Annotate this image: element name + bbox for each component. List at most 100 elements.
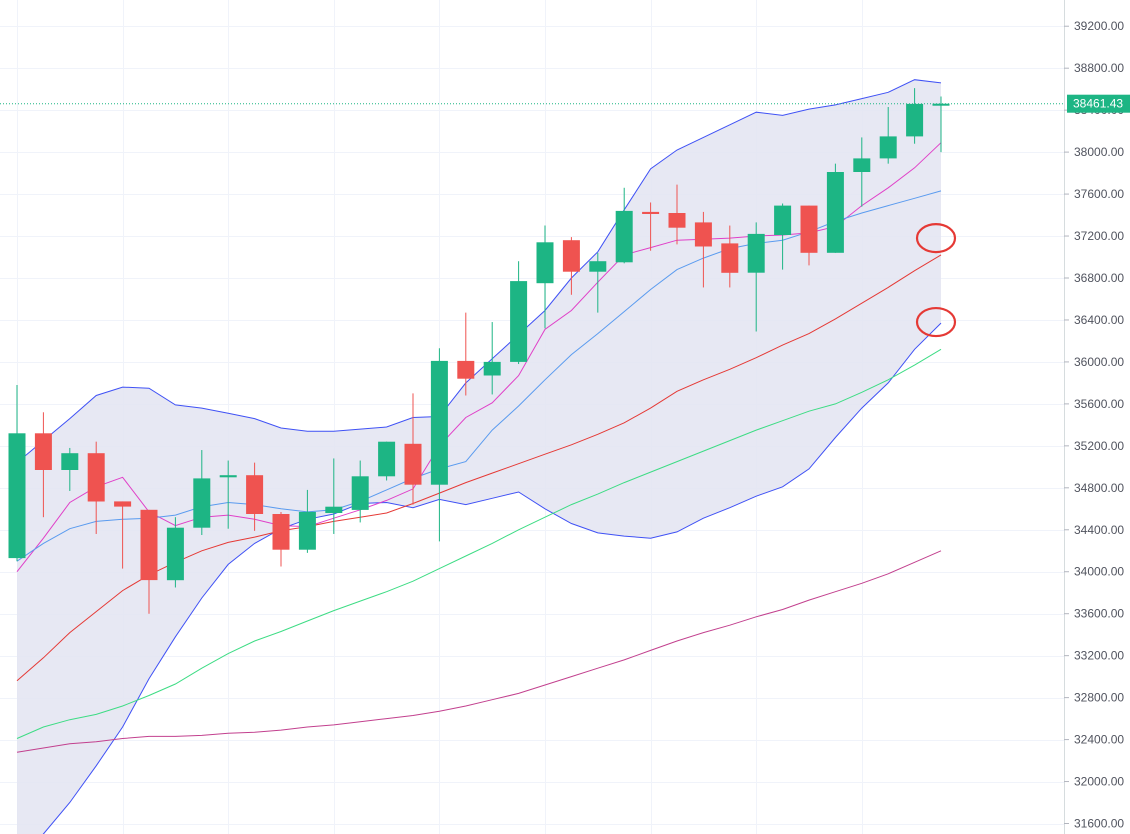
- candle-up[interactable]: [774, 203, 792, 270]
- candle-up[interactable]: [378, 441, 396, 481]
- candle-down[interactable]: [668, 184, 686, 245]
- candle-up[interactable]: [906, 88, 924, 144]
- band-lower-line: [42, 322, 942, 834]
- price-axis-tick-label: 33200.00: [1074, 649, 1124, 663]
- highlight-circle: [915, 223, 957, 254]
- candle-body: [298, 511, 316, 550]
- candle-up[interactable]: [298, 489, 316, 553]
- candle-up[interactable]: [166, 517, 184, 588]
- price-axis-tick-label: 39200.00: [1074, 19, 1124, 33]
- ma-longer-line: [16, 348, 942, 739]
- candle-down[interactable]: [694, 211, 712, 288]
- candle-body: [351, 476, 369, 510]
- candle-down[interactable]: [721, 225, 739, 288]
- candle-body: [694, 222, 712, 247]
- candle-up[interactable]: [615, 187, 633, 264]
- price-axis-tick-label: 37200.00: [1074, 229, 1124, 243]
- candle-body: [562, 240, 580, 272]
- candle-down[interactable]: [87, 441, 105, 534]
- candle-body: [721, 243, 739, 273]
- candle-body: [483, 361, 501, 376]
- candle-up[interactable]: [589, 252, 607, 313]
- candle-body: [826, 172, 844, 253]
- price-axis-tick-label: 35600.00: [1074, 397, 1124, 411]
- candle-body: [642, 211, 660, 214]
- candle-body: [589, 261, 607, 272]
- candle-body: [219, 475, 237, 478]
- band-upper-line: [16, 79, 942, 463]
- candle-body: [140, 509, 158, 581]
- candle-down[interactable]: [562, 237, 580, 295]
- candle-body: [272, 514, 290, 550]
- candle-up[interactable]: [536, 225, 554, 329]
- candle-up[interactable]: [430, 348, 448, 542]
- price-axis-tick-label: 37600.00: [1074, 187, 1124, 201]
- candle-down[interactable]: [140, 509, 158, 614]
- annotations: [915, 223, 957, 338]
- highlight-circle: [915, 306, 957, 338]
- candle-down[interactable]: [404, 393, 422, 505]
- candle-up[interactable]: [193, 450, 211, 536]
- price-axis-tick-label: 36400.00: [1074, 313, 1124, 327]
- candle-up[interactable]: [826, 163, 844, 253]
- last-price-tag: 38461.43: [1067, 94, 1130, 113]
- candle-body: [404, 443, 422, 485]
- ma-longest-line: [16, 550, 942, 753]
- candle-body: [747, 233, 765, 273]
- candle-body: [615, 210, 633, 263]
- candle-body: [879, 136, 897, 159]
- price-axis-tick-label: 38000.00: [1074, 145, 1124, 159]
- price-axis-tick-label: 32000.00: [1074, 775, 1124, 789]
- price-axis-tick-label: 33600.00: [1074, 607, 1124, 621]
- candle-up[interactable]: [932, 96, 950, 153]
- price-axis-tick-label: 34000.00: [1074, 565, 1124, 579]
- candle-body: [774, 205, 792, 235]
- price-axis[interactable]: 31600.00 32000.00 32400.00 32800.00 33200.00…: [1064, 0, 1130, 834]
- candle-up[interactable]: [325, 458, 343, 534]
- candle-body: [510, 281, 528, 362]
- candle-down[interactable]: [800, 205, 818, 266]
- candle-down[interactable]: [272, 511, 290, 567]
- candle-up[interactable]: [879, 107, 897, 164]
- price-axis-tick-label: 32800.00: [1074, 691, 1124, 705]
- candle-up[interactable]: [747, 222, 765, 332]
- price-axis-tick-label: 36800.00: [1074, 271, 1124, 285]
- candle-up[interactable]: [483, 322, 501, 395]
- candle-up[interactable]: [219, 460, 237, 529]
- price-axis-tick-label: 31600.00: [1074, 817, 1124, 831]
- candle-up[interactable]: [510, 261, 528, 365]
- price-axis-tick-label: 34800.00: [1074, 481, 1124, 495]
- candle-up[interactable]: [853, 137, 871, 207]
- candle-down[interactable]: [34, 412, 52, 518]
- price-axis-tick-label: 36000.00: [1074, 355, 1124, 369]
- last-price-tag-label: 38461.43: [1073, 97, 1123, 111]
- candle-body: [536, 242, 554, 284]
- candles[interactable]: [8, 88, 950, 614]
- candle-up[interactable]: [351, 460, 369, 523]
- candle-body: [325, 506, 343, 513]
- candle-body: [932, 103, 950, 106]
- price-axis-tick-label: 35200.00: [1074, 439, 1124, 453]
- candle-body: [34, 433, 52, 470]
- candle-down[interactable]: [114, 501, 132, 569]
- candle-body: [457, 360, 475, 379]
- candle-body: [87, 453, 105, 502]
- candle-body: [378, 441, 396, 477]
- candle-down[interactable]: [246, 462, 264, 531]
- candle-down[interactable]: [642, 202, 660, 251]
- price-axis-tick-label: 32400.00: [1074, 733, 1124, 747]
- candle-body: [8, 433, 26, 559]
- candle-body: [61, 453, 79, 470]
- candle-down[interactable]: [457, 312, 475, 396]
- candle-body: [853, 158, 871, 172]
- last-price-tag-box: [1067, 94, 1130, 113]
- price-axis-tick-label: 38800.00: [1074, 61, 1124, 75]
- candle-body: [246, 475, 264, 514]
- candle-body: [906, 103, 924, 137]
- candle-up[interactable]: [61, 447, 79, 491]
- candle-up[interactable]: [8, 385, 26, 562]
- bollinger-band: [16, 79, 942, 834]
- candle-body: [193, 478, 211, 528]
- price-axis-background: [1064, 0, 1130, 834]
